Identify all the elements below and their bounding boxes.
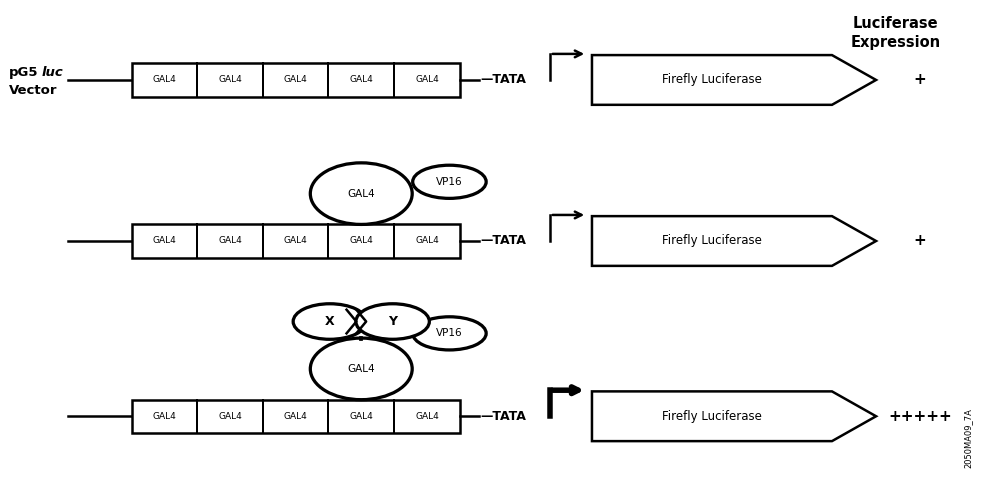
Text: Firefly Luciferase: Firefly Luciferase xyxy=(662,410,762,423)
Text: VP16: VP16 xyxy=(436,177,462,187)
Ellipse shape xyxy=(310,163,412,225)
Text: GAL4: GAL4 xyxy=(350,76,373,84)
Bar xyxy=(131,63,459,96)
Text: GAL4: GAL4 xyxy=(152,237,176,245)
Text: GAL4: GAL4 xyxy=(350,412,373,421)
Text: GAL4: GAL4 xyxy=(415,237,439,245)
Text: GAL4: GAL4 xyxy=(350,237,373,245)
Text: Vector: Vector xyxy=(9,84,57,97)
Text: GAL4: GAL4 xyxy=(415,76,439,84)
Polygon shape xyxy=(592,391,876,441)
Text: —TATA: —TATA xyxy=(480,235,527,247)
Text: +: + xyxy=(914,72,927,87)
Text: Firefly Luciferase: Firefly Luciferase xyxy=(662,73,762,86)
Text: GAL4: GAL4 xyxy=(152,76,176,84)
Text: GAL4: GAL4 xyxy=(348,364,375,374)
Text: GAL4: GAL4 xyxy=(284,237,307,245)
Text: +++++: +++++ xyxy=(888,409,952,424)
Text: X: X xyxy=(325,315,335,328)
Ellipse shape xyxy=(310,338,412,400)
Ellipse shape xyxy=(356,304,430,339)
Polygon shape xyxy=(592,216,876,266)
Text: —TATA: —TATA xyxy=(480,410,527,423)
Text: GAL4: GAL4 xyxy=(284,412,307,421)
Text: 2050MA09_7A: 2050MA09_7A xyxy=(963,408,972,469)
Text: GAL4: GAL4 xyxy=(218,412,242,421)
Text: Firefly Luciferase: Firefly Luciferase xyxy=(662,235,762,247)
Text: GAL4: GAL4 xyxy=(284,76,307,84)
Bar xyxy=(131,400,459,433)
Ellipse shape xyxy=(413,317,486,350)
Text: +: + xyxy=(914,233,927,249)
Text: GAL4: GAL4 xyxy=(415,412,439,421)
Ellipse shape xyxy=(293,304,367,339)
Text: GAL4: GAL4 xyxy=(152,412,176,421)
Text: VP16: VP16 xyxy=(436,328,462,338)
Bar xyxy=(131,225,459,257)
Text: Luciferase
Expression: Luciferase Expression xyxy=(851,16,941,50)
Text: Y: Y xyxy=(388,315,397,328)
Text: pG5: pG5 xyxy=(9,67,39,80)
Polygon shape xyxy=(592,55,876,105)
Text: GAL4: GAL4 xyxy=(218,237,242,245)
Text: luc: luc xyxy=(41,67,63,80)
Ellipse shape xyxy=(413,165,486,199)
Text: —TATA: —TATA xyxy=(480,73,527,86)
Text: GAL4: GAL4 xyxy=(348,188,375,199)
Text: GAL4: GAL4 xyxy=(218,76,242,84)
